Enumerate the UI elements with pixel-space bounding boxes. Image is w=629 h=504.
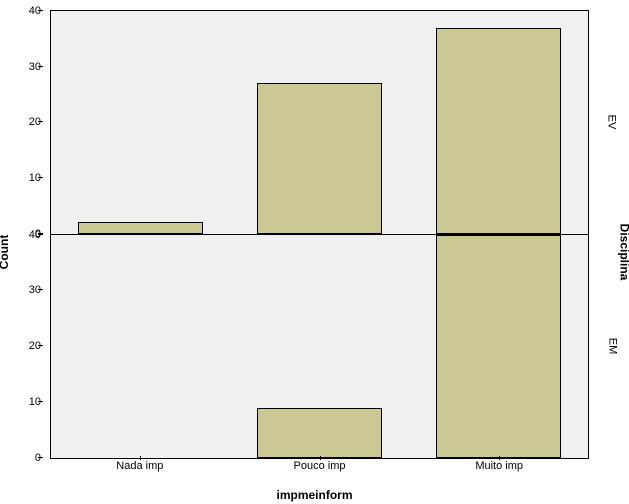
bar-slot (230, 235, 409, 459)
y-axis-label: Count (0, 235, 11, 270)
chart-panels: EV010203040EM010203040 (50, 10, 589, 459)
bar (436, 235, 561, 459)
y-tick-label: 40 (29, 5, 41, 17)
bar-slot (409, 235, 588, 459)
y-tick-label: 30 (29, 61, 41, 73)
bar-slot (51, 11, 230, 234)
x-axis-ticks: Nada impPouco impMuito imp (50, 460, 589, 476)
panel-facet-label: EV (606, 115, 618, 130)
bar (257, 408, 382, 458)
x-tick-label: Muito imp (409, 460, 589, 476)
y-tick-mark (38, 289, 43, 290)
panel-facet-label: EM (606, 338, 618, 355)
bar-slot (51, 235, 230, 459)
y-tick-label: 40 (29, 229, 41, 241)
y-tick-label: 30 (29, 284, 41, 296)
x-tick-label: Pouco imp (230, 460, 410, 476)
y-tick-mark (38, 66, 43, 67)
bar (257, 83, 382, 233)
x-tick-mark (320, 456, 321, 460)
x-tick-label: Nada imp (50, 460, 230, 476)
y-tick-label: 0 (35, 452, 41, 464)
bars-group (51, 235, 588, 459)
x-tick-mark (140, 456, 141, 460)
y-tick-label: 10 (29, 172, 41, 184)
y-tick-mark (38, 10, 43, 11)
chart-panel: EV010203040 (50, 10, 589, 235)
chart-container: Count Disciplina impmeinform EV010203040… (0, 0, 629, 504)
y-tick-mark (38, 121, 43, 122)
y-tick-mark (38, 177, 43, 178)
bar-slot (230, 11, 409, 234)
bar-slot (409, 11, 588, 234)
y-tick-mark (38, 457, 43, 458)
bars-group (51, 11, 588, 234)
y-tick-label: 20 (29, 116, 41, 128)
y-tick-mark (38, 345, 43, 346)
y-tick-mark (38, 401, 43, 402)
chart-panel: EM010203040 (50, 235, 589, 460)
y-tick-mark (38, 234, 43, 235)
x-axis-label: impmeinform (276, 488, 352, 502)
bar (436, 28, 561, 234)
right-axis-label: Disciplina (618, 224, 629, 281)
y-tick-label: 10 (29, 396, 41, 408)
x-tick-mark (499, 456, 500, 460)
bar (78, 222, 203, 233)
y-tick-label: 20 (29, 340, 41, 352)
